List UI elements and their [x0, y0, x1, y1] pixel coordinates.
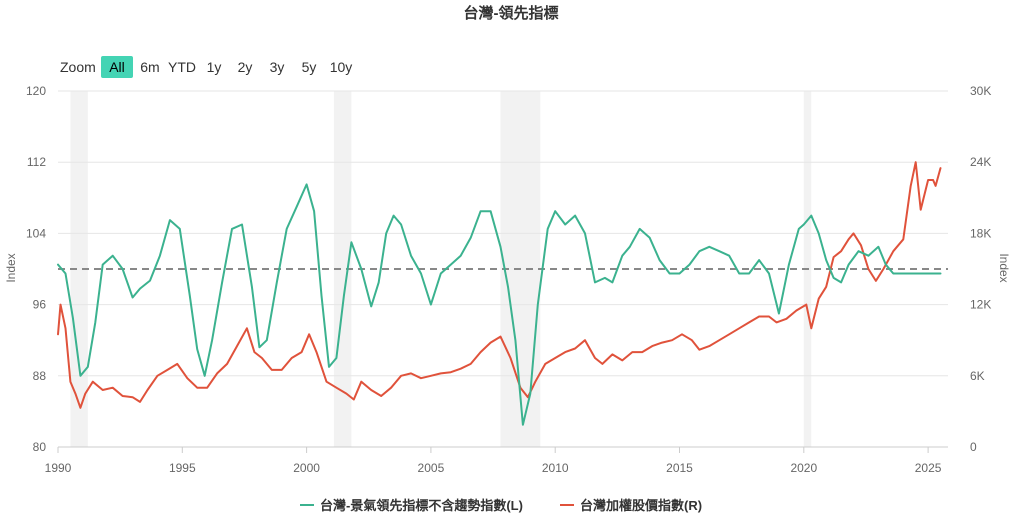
right-tick-label: 0	[970, 440, 977, 454]
right-axis: 0 6K 12K 18K 24K 30K	[970, 84, 991, 454]
recession-band	[70, 91, 88, 447]
zoom-bar: Zoom All 6m YTD 1y 2y 3y 5y 10y	[60, 56, 352, 78]
zoom-button-label: 1y	[207, 59, 222, 75]
left-axis-title: Index	[4, 253, 18, 282]
zoom-button-6m[interactable]: 6m	[140, 59, 159, 75]
legend: 台灣-景氣領先指標不含趨勢指數(L) 台灣加權股價指數(R)	[300, 498, 702, 513]
zoom-button-label: 2y	[238, 59, 253, 75]
zoom-label: Zoom	[60, 59, 96, 75]
left-tick-label: 88	[33, 369, 47, 383]
right-tick-label: 12K	[970, 298, 991, 312]
zoom-button-ytd[interactable]: YTD	[168, 59, 196, 75]
x-tick-label: 2015	[666, 461, 693, 475]
zoom-button-label: 5y	[302, 59, 317, 75]
zoom-button-2y[interactable]: 2y	[238, 59, 253, 75]
x-tick-label: 2010	[542, 461, 569, 475]
zoom-button-label: YTD	[168, 59, 196, 75]
left-tick-label: 104	[26, 226, 46, 240]
left-axis: 80 88 96 104 112 120	[26, 84, 46, 454]
zoom-button-5y[interactable]: 5y	[302, 59, 317, 75]
right-tick-label: 6K	[970, 369, 985, 383]
zoom-button-1y[interactable]: 1y	[207, 59, 222, 75]
zoom-button-active-bg	[101, 56, 133, 78]
x-axis: 1990 1995 2000 2005 2010 2015 2020 2025	[45, 447, 942, 475]
right-axis-title: Index	[997, 253, 1011, 282]
zoom-button-all[interactable]: All	[101, 56, 133, 78]
left-tick-label: 96	[33, 298, 47, 312]
zoom-button-label: 6m	[140, 59, 159, 75]
legend-item[interactable]: 台灣加權股價指數(R)	[560, 498, 702, 513]
x-tick-label: 2000	[293, 461, 320, 475]
left-tick-label: 112	[27, 155, 46, 169]
legend-label: 台灣加權股價指數(R)	[580, 498, 702, 513]
x-tick-label: 1990	[45, 461, 72, 475]
legend-label: 台灣-景氣領先指標不含趨勢指數(L)	[320, 498, 523, 513]
gridlines	[58, 90, 948, 448]
zoom-button-label: All	[109, 59, 125, 75]
x-tick-label: 2020	[790, 461, 817, 475]
x-tick-label: 2025	[915, 461, 942, 475]
zoom-button-label: 3y	[270, 59, 285, 75]
left-tick-label: 80	[33, 440, 47, 454]
recession-band	[333, 91, 352, 447]
x-tick-label: 2005	[418, 461, 445, 475]
left-tick-label: 120	[26, 84, 46, 98]
right-tick-label: 24K	[970, 155, 991, 169]
zoom-button-label: 10y	[330, 59, 353, 75]
series-layer	[57, 161, 942, 426]
right-tick-label: 18K	[970, 226, 991, 240]
zoom-button-10y[interactable]: 10y	[330, 59, 353, 75]
right-tick-label: 30K	[970, 84, 991, 98]
legend-item[interactable]: 台灣-景氣領先指標不含趨勢指數(L)	[300, 498, 523, 513]
zoom-button-3y[interactable]: 3y	[270, 59, 285, 75]
series-line-leading-index	[57, 183, 942, 426]
series-line-taiex	[57, 161, 942, 409]
chart-title: 台灣-領先指標	[464, 4, 559, 22]
x-tick-label: 1995	[169, 461, 196, 475]
